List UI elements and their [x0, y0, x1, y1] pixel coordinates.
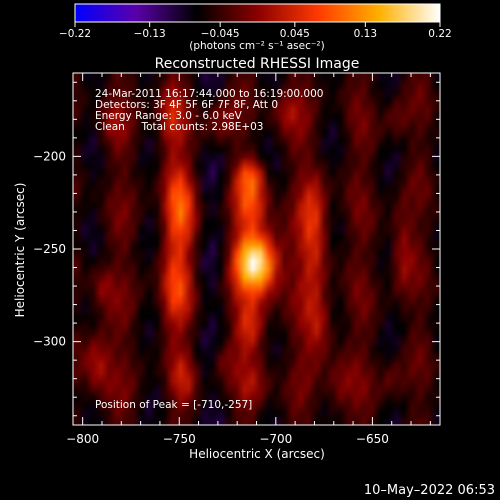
- y-tick-label: −300: [33, 335, 66, 349]
- x-tick-label: −800: [66, 432, 99, 446]
- colorbar-strip: [74, 3, 441, 23]
- heatmap-image: [73, 73, 440, 425]
- colorbar-unit-label: (photons cm⁻² s⁻¹ asec⁻²): [189, 40, 324, 52]
- annotation-energy-range: Energy Range: 3.0 - 6.0 keV: [95, 110, 243, 122]
- annotation-clean-counts: Clean Total counts: 2.98E+03: [95, 121, 264, 133]
- colorbar: −0.22 −0.13 −0.045 0.045 0.13 0.22 (photons c…: [59, 3, 452, 52]
- x-tick-label: −750: [163, 432, 196, 446]
- colorbar-ticks: −0.22 −0.13 −0.045 0.045 0.13 0.22: [59, 22, 452, 40]
- colorbar-tick-label: −0.045: [201, 28, 240, 40]
- colorbar-tick-label: 0.22: [428, 28, 451, 40]
- annotation-detectors: Detectors: 3F 4F 5F 6F 7F 8F, Att 0: [95, 99, 278, 111]
- chart-title: Reconstructed RHESSI Image: [155, 56, 360, 72]
- y-tick-label: −200: [33, 149, 66, 163]
- x-axis: −800 −750 −700 −650: [66, 73, 431, 446]
- x-axis-title: Heliocentric X (arcsec): [189, 447, 325, 461]
- x-tick-label: −700: [259, 432, 292, 446]
- annotation-time-range: 24-Mar-2011 16:17:44.000 to 16:19:00.000: [95, 88, 323, 100]
- x-tick-label: −650: [356, 432, 389, 446]
- colorbar-tick-label: 0.13: [354, 28, 377, 40]
- y-axis-title: Heliocentric Y (arcsec): [13, 183, 27, 318]
- colorbar-tick-label: 0.045: [280, 28, 310, 40]
- timestamp-label: 10–May–2022 06:53: [364, 483, 495, 498]
- peak-position-label: Position of Peak = [-710,-257]: [95, 399, 252, 411]
- y-tick-label: −250: [33, 242, 66, 256]
- colorbar-tick-label: −0.22: [59, 28, 91, 40]
- colorbar-tick-label: −0.13: [134, 28, 166, 40]
- y-axis: −200 −250 −300: [33, 81, 440, 417]
- plot-area: −800 −750 −700 −650 −200 −250 −300: [33, 72, 441, 446]
- annotation-block: 24-Mar-2011 16:17:44.000 to 16:19:00.000…: [95, 88, 323, 133]
